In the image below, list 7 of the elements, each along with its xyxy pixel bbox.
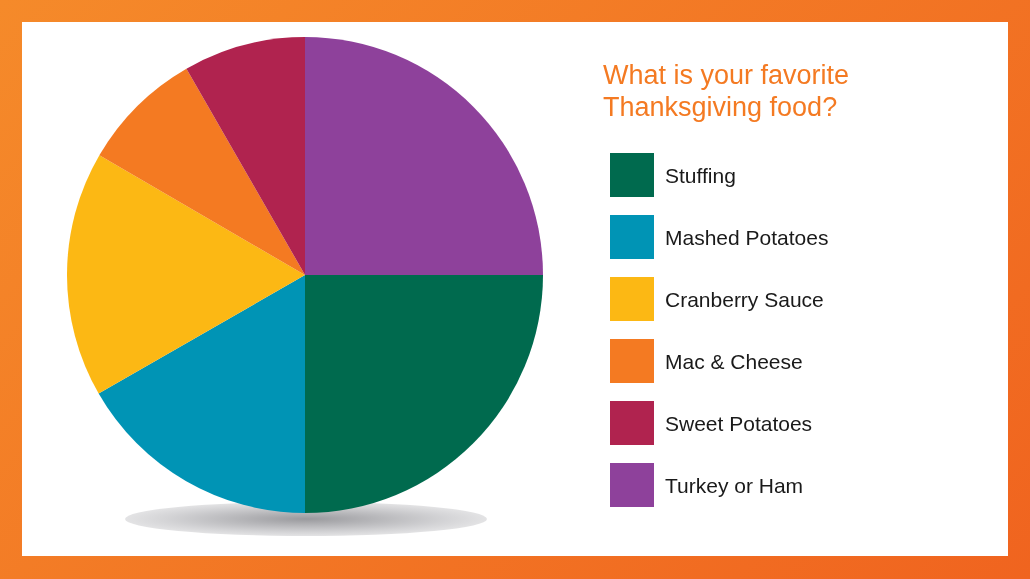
text: What is your favorite Thanksgiving food? [603, 60, 857, 122]
legend-label: Mashed Potatoes [665, 225, 829, 249]
legend-label: Turkey or Ham [665, 473, 804, 497]
legend-label: Mac & Cheese [665, 349, 803, 373]
legend-label: Sweet Potatoes [665, 411, 813, 435]
legend-label: Cranberry Sauce [665, 287, 824, 311]
legend-label: Stuffing [665, 163, 736, 187]
